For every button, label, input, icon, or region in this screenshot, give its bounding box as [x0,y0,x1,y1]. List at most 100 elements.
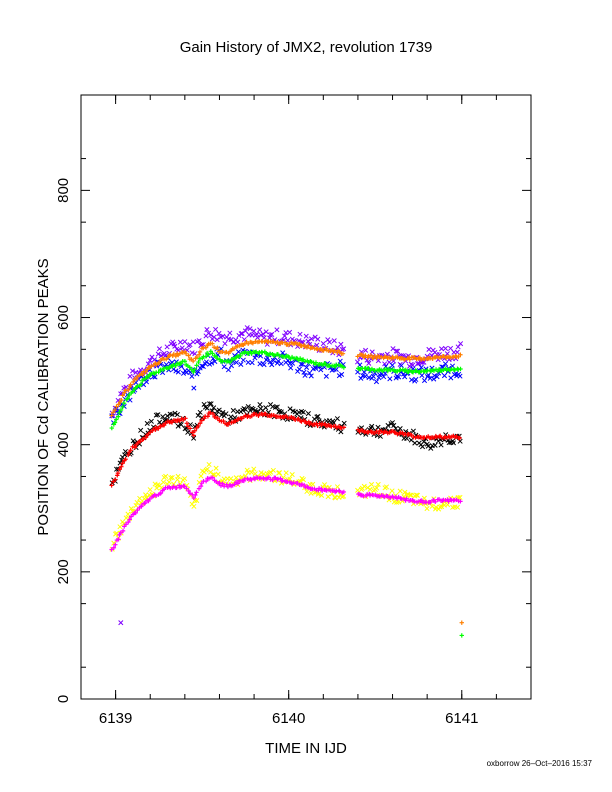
data-point-x [220,409,226,415]
data-point-plus [203,345,209,350]
data-point-x [267,332,273,338]
data-point-plus [217,480,222,486]
data-point-x [315,336,321,342]
data-point-x [270,467,276,473]
data-point-plus [133,510,138,516]
data-point-x [128,505,134,512]
data-point-plus [127,384,132,390]
data-point-x [413,376,419,383]
data-point-x [304,364,310,371]
data-point-x [238,331,244,337]
data-point-x [391,422,397,429]
data-point-plus [110,410,116,415]
x-axis-label: TIME IN IJD [265,740,347,757]
data-point-plus [126,519,131,525]
data-point-x [308,336,315,342]
data-point-x [204,327,210,333]
data-point-x [369,423,375,429]
data-point-x [413,492,420,498]
data-point-plus [428,500,433,505]
data-point-x [364,357,370,363]
data-point-x [396,374,402,380]
data-point-x [432,442,438,448]
data-point-x [421,378,428,384]
data-point-plus [143,369,148,375]
data-point-plus [242,349,248,354]
data-point-x [172,410,178,416]
y-tick-label: 200 [55,559,72,584]
data-point-plus [115,470,121,476]
data-point-x [213,465,219,471]
data-point-x [302,372,308,378]
data-point-x [282,333,288,339]
data-point-x [257,402,263,408]
series-5 [109,410,462,488]
data-point-x [199,363,205,369]
data-point-plus [220,481,225,486]
data-point-plus [458,352,463,357]
data-point-x [245,359,251,365]
data-point-plus [126,452,131,458]
data-point-x [153,412,159,418]
data-point-plus [206,352,211,357]
data-point-plus [208,410,213,415]
data-point-x [285,337,291,343]
data-point-plus [131,379,136,385]
data-point-plus [183,351,189,357]
data-point-x [310,481,316,487]
data-point-x [300,361,306,367]
data-point-x [127,373,133,379]
data-point-plus [191,495,197,501]
data-point-plus [369,366,375,372]
data-point-x [129,368,136,374]
data-point-x [164,413,170,419]
data-point-plus [141,436,146,442]
data-point-plus [341,425,347,430]
data-point-plus [272,353,278,358]
data-point-x [428,445,434,451]
data-point-x [355,487,361,493]
data-point-plus [196,359,201,365]
data-point-x [446,440,452,446]
data-point-x [200,363,206,370]
data-point-x [195,412,201,419]
data-point-x [316,418,322,424]
data-point-x [241,336,247,343]
data-point-x [249,360,255,366]
axis-tick-labels: 0 200 400 600 800 6139 6140 6141 [55,178,478,727]
data-point-x [408,492,414,498]
data-point-x [412,440,418,446]
data-point-plus [187,426,193,431]
data-point-plus [196,423,201,429]
data-point-x [426,346,432,352]
data-point-plus [341,489,347,495]
data-point-plus [123,522,129,527]
data-point-x [175,473,181,479]
data-point-x [151,357,158,363]
data-point-x [338,429,344,435]
data-point-x [447,345,454,351]
data-point-x [196,338,202,344]
data-point-x [289,472,295,478]
data-point-x [370,373,376,379]
data-point-x [341,346,347,352]
data-point-x [269,331,275,338]
data-points [109,325,464,638]
axis-ticks [81,95,531,700]
series-8 [118,620,124,626]
data-point-plus [363,353,368,358]
data-point-x [121,521,127,527]
data-point-plus [194,354,200,360]
data-point-x [301,369,307,375]
data-point-plus [157,424,163,429]
data-point-x [269,362,275,368]
data-point-x [409,377,415,383]
data-point-x [204,405,210,411]
data-point-x [398,362,404,369]
data-point-plus [205,414,211,419]
data-point-x [339,371,345,377]
data-point-plus [319,488,325,494]
data-point-x [169,411,175,418]
data-point-plus [130,444,135,449]
